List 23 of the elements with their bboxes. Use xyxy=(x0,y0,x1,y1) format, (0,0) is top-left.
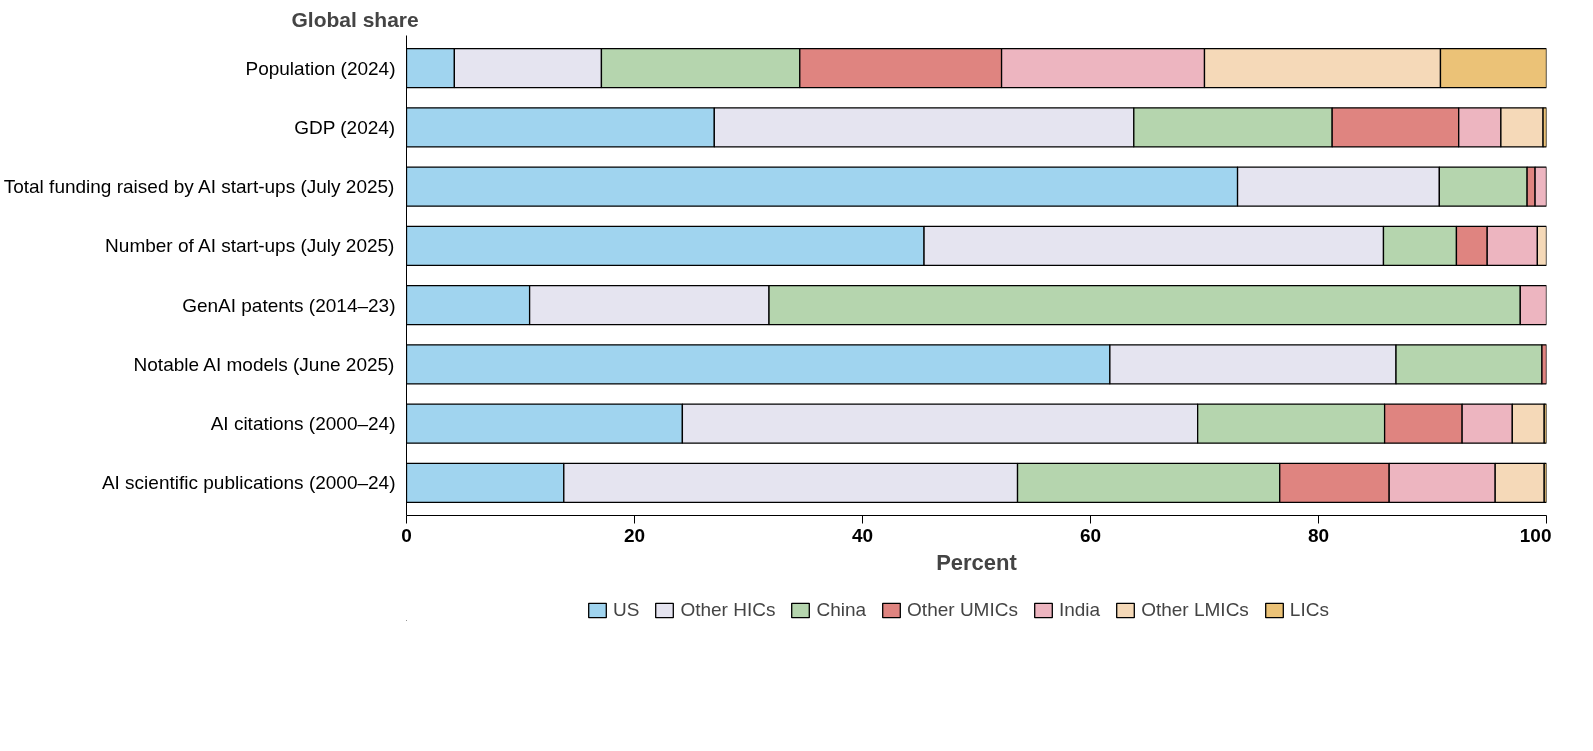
x-axis-title: Percent xyxy=(936,549,1018,575)
y-tick-label: Notable AI models (June 2025) xyxy=(133,353,395,375)
y-tick-label: AI citations (2000–24) xyxy=(210,413,396,435)
legend-label: LICs xyxy=(1289,599,1329,621)
legend-label: Other LMICs xyxy=(1141,599,1249,621)
x-tick-label: 100 xyxy=(1519,524,1552,546)
y-tick-label: AI scientific publications (2000–24) xyxy=(101,472,396,494)
chart-title: Global share xyxy=(291,7,419,31)
x-tick-label: 20 xyxy=(623,524,646,546)
legend-label: India xyxy=(1058,599,1101,621)
x-tick-label: 80 xyxy=(1307,524,1330,546)
y-tick-label: Population (2024) xyxy=(245,57,396,79)
legend-label: US xyxy=(613,599,640,621)
x-tick-label: 0 xyxy=(401,524,412,546)
legend-label: Other UMICs xyxy=(907,599,1018,621)
y-tick-label: GDP (2024) xyxy=(294,116,396,138)
x-tick-label: 60 xyxy=(1079,524,1102,546)
y-tick-label: Total funding raised by AI start-ups (July 2025) xyxy=(3,176,395,198)
y-tick-label: GenAI patents (2014–23) xyxy=(182,294,396,316)
legend-label: China xyxy=(816,599,867,621)
x-tick-label: 40 xyxy=(851,524,874,546)
legend-label: Other HICs xyxy=(680,599,776,621)
y-tick-label: Number of AI start-ups (July 2025) xyxy=(105,235,395,257)
